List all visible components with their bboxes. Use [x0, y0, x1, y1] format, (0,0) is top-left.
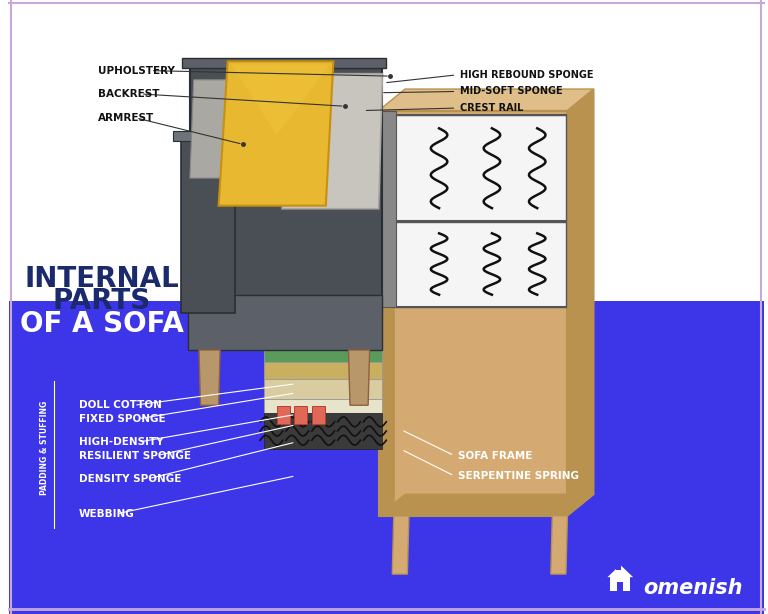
- Text: omenish: omenish: [643, 578, 743, 598]
- Polygon shape: [181, 141, 235, 313]
- Polygon shape: [264, 379, 382, 399]
- Text: INTERNAL: INTERNAL: [25, 265, 179, 293]
- Text: HIGH-DENSITY: HIGH-DENSITY: [79, 437, 164, 447]
- Text: HIGH REBOUND SPONGE: HIGH REBOUND SPONGE: [460, 70, 594, 80]
- Polygon shape: [379, 111, 394, 516]
- Polygon shape: [568, 89, 594, 516]
- Polygon shape: [219, 61, 333, 206]
- Polygon shape: [396, 115, 566, 221]
- Bar: [8, 0, 763, 301]
- Polygon shape: [231, 64, 329, 135]
- Polygon shape: [379, 89, 594, 111]
- Text: DENSITY SPONGE: DENSITY SPONGE: [79, 474, 181, 484]
- Polygon shape: [182, 58, 386, 68]
- Polygon shape: [264, 362, 382, 379]
- Text: FIXED SPONGE: FIXED SPONGE: [79, 414, 166, 424]
- Polygon shape: [276, 406, 290, 424]
- Polygon shape: [199, 350, 220, 405]
- Polygon shape: [264, 345, 382, 362]
- Text: MID-SOFT SPONGE: MID-SOFT SPONGE: [460, 87, 563, 96]
- Polygon shape: [379, 494, 594, 516]
- Polygon shape: [294, 406, 307, 424]
- Polygon shape: [264, 307, 382, 325]
- Text: OF A SOFA: OF A SOFA: [20, 310, 184, 338]
- Text: DOLL COTTON: DOLL COTTON: [79, 400, 162, 410]
- Polygon shape: [617, 582, 624, 591]
- Text: BACKREST: BACKREST: [98, 89, 159, 99]
- Polygon shape: [282, 74, 382, 209]
- Polygon shape: [313, 406, 325, 424]
- Polygon shape: [264, 413, 382, 449]
- Polygon shape: [174, 131, 241, 141]
- Bar: [8, 301, 763, 614]
- Polygon shape: [264, 399, 382, 413]
- Polygon shape: [190, 68, 382, 313]
- Text: SERPENTINE SPRING: SERPENTINE SPRING: [458, 471, 579, 481]
- Polygon shape: [188, 295, 382, 350]
- Polygon shape: [264, 325, 382, 345]
- Polygon shape: [611, 577, 630, 591]
- Text: WEBBING: WEBBING: [79, 509, 134, 519]
- Text: PADDING & STUFFING: PADDING & STUFFING: [41, 401, 49, 495]
- Text: SOFA FRAME: SOFA FRAME: [458, 451, 532, 460]
- Polygon shape: [607, 565, 633, 577]
- Polygon shape: [551, 516, 568, 574]
- Text: UPHOLSTERY: UPHOLSTERY: [98, 66, 174, 76]
- Polygon shape: [396, 222, 566, 307]
- Polygon shape: [190, 80, 233, 178]
- Text: PARTS: PARTS: [52, 287, 151, 315]
- Text: ARMREST: ARMREST: [98, 113, 154, 123]
- Polygon shape: [349, 350, 369, 405]
- Polygon shape: [616, 565, 621, 570]
- Text: RESILIENT SPONGE: RESILIENT SPONGE: [79, 451, 191, 460]
- Polygon shape: [379, 111, 396, 307]
- Polygon shape: [379, 111, 568, 516]
- Text: CREST RAIL: CREST RAIL: [460, 103, 524, 113]
- Polygon shape: [392, 516, 409, 574]
